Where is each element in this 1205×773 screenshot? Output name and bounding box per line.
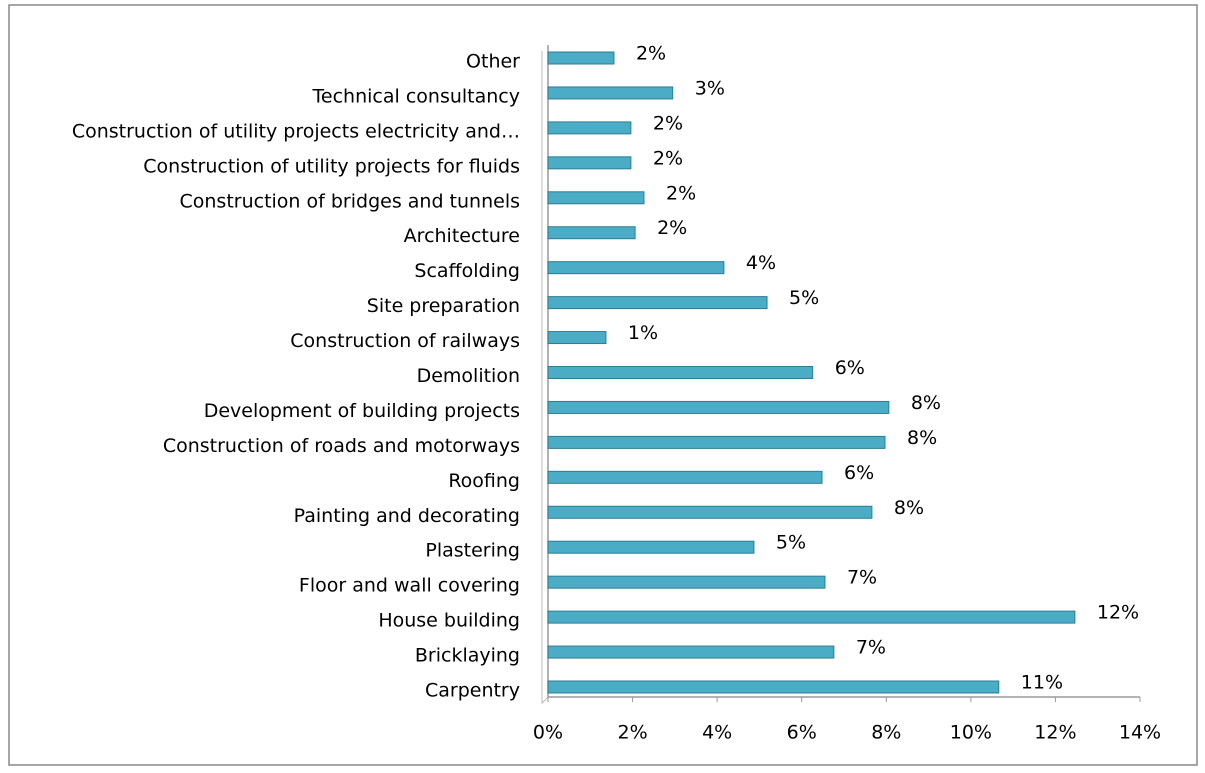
bar — [547, 121, 632, 135]
category-label: Demolition — [417, 365, 520, 387]
value-label: 12% — [1097, 602, 1139, 624]
bar — [547, 51, 615, 65]
bar — [547, 366, 814, 379]
category-label: House building — [378, 610, 520, 632]
value-label: 4% — [746, 252, 776, 274]
category-label: Development of building projects — [204, 400, 520, 422]
value-label: 7% — [847, 567, 877, 589]
value-label: 11% — [1021, 672, 1063, 694]
value-label: 1% — [628, 322, 658, 344]
bar — [547, 226, 636, 240]
category-label: Construction of utility projects for flu… — [143, 155, 520, 177]
axis-depth — [541, 51, 549, 705]
x-tick-label: 8% — [871, 722, 901, 744]
value-label: 8% — [907, 427, 937, 449]
category-label: Painting and decorating — [294, 505, 520, 527]
value-label: 2% — [657, 217, 687, 239]
value-label: 6% — [844, 462, 874, 484]
category-label: Construction of roads and motorways — [163, 435, 520, 457]
bar — [547, 296, 768, 310]
value-label: 6% — [835, 357, 865, 379]
x-tick-label: 10% — [950, 722, 992, 744]
category-label: Carpentry — [425, 680, 520, 702]
value-label: 7% — [856, 637, 886, 659]
category-label: Floor and wall covering — [299, 575, 520, 597]
category-label: Roofing — [448, 470, 520, 492]
bar — [547, 645, 835, 659]
value-label: 8% — [911, 392, 941, 414]
bar — [547, 540, 755, 554]
category-label: Technical consultancy — [312, 85, 520, 107]
value-label: 2% — [653, 112, 683, 134]
x-tick-label: 4% — [702, 722, 732, 744]
category-label: Plastering — [425, 540, 520, 562]
x-tick-label: 2% — [617, 722, 647, 744]
bar — [547, 191, 645, 205]
category-label: Site preparation — [367, 295, 520, 317]
bar — [547, 680, 1000, 694]
bar — [547, 261, 725, 275]
bar — [547, 435, 886, 449]
value-label: 5% — [789, 287, 819, 309]
bar — [547, 86, 674, 100]
bar — [547, 400, 890, 414]
value-label: 2% — [636, 43, 666, 65]
category-label: Other — [466, 51, 520, 73]
bar — [547, 575, 826, 589]
bar — [547, 470, 823, 484]
bar — [547, 505, 873, 519]
value-label: 8% — [894, 497, 924, 519]
value-label: 5% — [776, 532, 806, 554]
x-tick-label: 0% — [533, 722, 563, 744]
value-label: 2% — [666, 182, 696, 204]
category-label: Architecture — [404, 225, 520, 247]
category-label: Construction of utility projects electri… — [72, 120, 520, 142]
bar — [547, 610, 1076, 624]
category-label: Bricklaying — [415, 645, 520, 667]
value-label: 3% — [695, 77, 725, 99]
x-tick-label: 12% — [1034, 722, 1076, 744]
value-label: 2% — [653, 147, 683, 169]
bar — [547, 156, 632, 170]
category-label: Scaffolding — [414, 260, 520, 282]
bar — [547, 331, 607, 345]
category-label: Construction of bridges and tunnels — [180, 190, 521, 212]
category-label: Construction of railways — [290, 330, 520, 352]
x-tick-label: 14% — [1119, 722, 1161, 744]
x-tick-label: 6% — [787, 722, 817, 744]
